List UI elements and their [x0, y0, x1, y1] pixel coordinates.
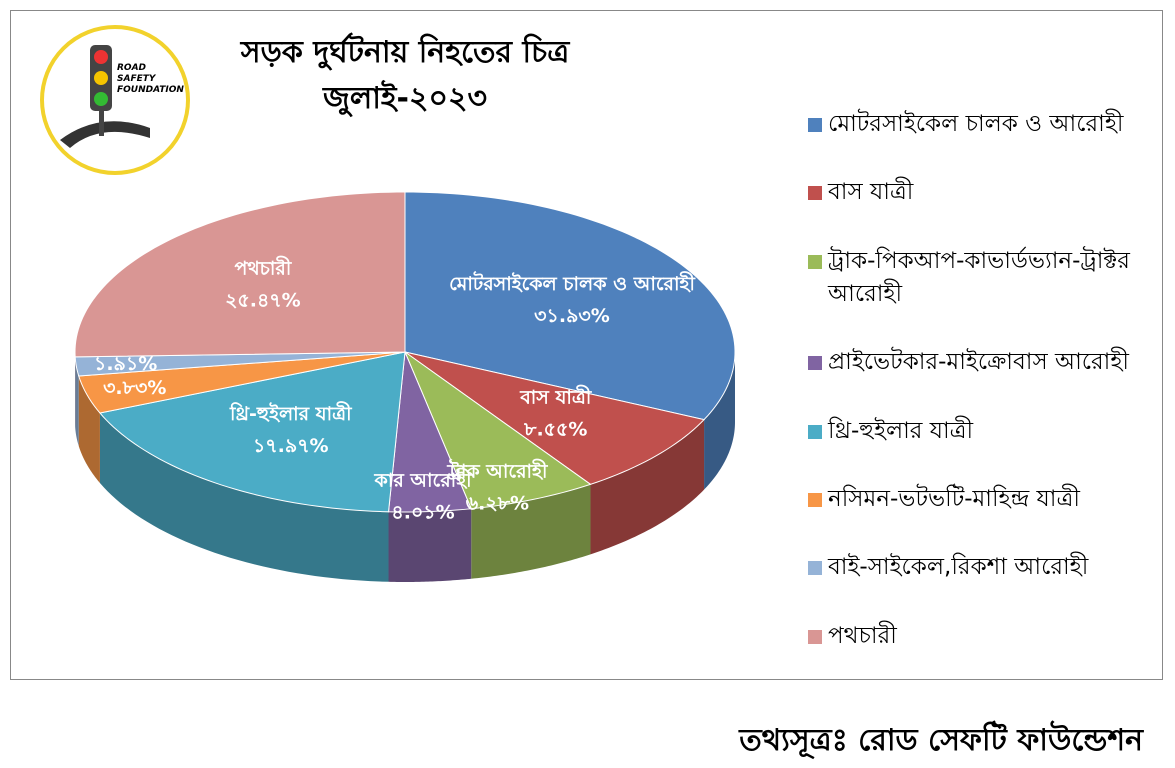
legend-label: প্রাইভেটকার-মাইক্রোবাস আরোহী [828, 349, 1130, 376]
logo-yellow [94, 71, 108, 85]
slice-side [78, 375, 100, 484]
pie-slice [78, 351, 406, 414]
slice-label: মোটরসাইকেল চালক ও আরোহী [449, 271, 696, 295]
legend-item: প্রাইভেটকার-মাইক্রোবাস আরোহী [808, 346, 1153, 379]
slice-value-label: ৪.০১% [391, 501, 454, 523]
logo-road [60, 121, 150, 148]
slice-value-label: ১.৯১% [94, 353, 157, 375]
logo-ring [40, 25, 190, 175]
pie-slice [404, 351, 706, 485]
slice-label: থ্রি-হুইলার যাত্রী [229, 401, 353, 425]
legend-label: বাস যাত্রী [828, 179, 914, 206]
source-note: তথ্যসূত্রঃ রোড সেফটি ফাউন্ডেশন [739, 723, 1143, 758]
pie-slice [387, 351, 472, 513]
legend: মোটরসাইকেল চালক ও আরোহী বাস যাত্রী ট্রাক-প… [808, 108, 1153, 653]
legend-item: পথচারী [808, 620, 1153, 653]
pie-slice [403, 350, 592, 510]
legend-swatch [808, 254, 822, 269]
slice-value-label: ২৫.৪৭% [225, 290, 301, 312]
legend-swatch [808, 356, 822, 371]
legend-label: ট্রাক-পিকআপ-কাভার্ডভ্যান-ট্রাক্টর আরোহী [828, 247, 1130, 307]
slice-label: কার আরোহী [374, 467, 474, 491]
legend-label: থ্রি-হুইলার যাত্রী [828, 417, 974, 444]
legend-label: বাই-সাইকেল,রিকশা আরোহী [828, 554, 1089, 581]
logo-text: SAFETY [117, 74, 157, 84]
legend-item: থ্রি-হুইলার যাত্রী [808, 415, 1153, 448]
pie-slice [404, 191, 736, 421]
slice-value-label: ৬.২৮% [466, 493, 529, 515]
slice-label: পথচারী [234, 256, 292, 280]
legend-swatch [808, 186, 822, 201]
logo-green [94, 92, 108, 106]
chart-subtitle: জুলাই-২০২৩ [322, 80, 487, 117]
slice-side [99, 413, 389, 582]
slice-label: ট্রাক আরোহী [446, 459, 549, 483]
slice-side [704, 352, 735, 490]
slice-value-label: ১৭.৯৭% [253, 435, 329, 457]
logo: ROAD SAFETY FOUNDATION [40, 25, 190, 175]
slice-side [388, 508, 472, 582]
logo-red [94, 50, 108, 64]
pie-slice [74, 351, 406, 377]
legend-swatch [808, 629, 822, 644]
legend-swatch [808, 118, 822, 132]
legend-label: পথচারী [828, 622, 897, 649]
legend-item: বাস যাত্রী [808, 176, 1153, 209]
slice-value-label: ৩.৮৩% [103, 377, 166, 399]
legend-item: মোটরসাইকেল চালক ও আরোহী [808, 108, 1153, 141]
legend-label: মোটরসাইকেল চালক ও আরোহী [828, 111, 1124, 137]
legend-swatch [808, 561, 822, 576]
slice-value-label: ৩১.৯৩% [534, 305, 610, 327]
slice-side [75, 356, 79, 446]
legend-item: বাই-সাইকেল,রিকশা আরোহী [808, 551, 1153, 584]
chart-title: সড়ক দুর্ঘটনায় নিহতের চিত্র [240, 32, 571, 71]
slice-side [471, 484, 591, 579]
slice-side [590, 419, 705, 555]
slice-value-label: ৮.৫৫% [523, 419, 587, 441]
legend-item: নসিমন-ভটভটি-মাহিন্দ্র যাত্রী [808, 483, 1153, 516]
logo-text: ROAD [117, 63, 147, 73]
logo-pole [99, 111, 104, 136]
slice-label: বাস যাত্রী [519, 385, 593, 409]
legend-swatch [808, 424, 822, 439]
legend-label: নসিমন-ভটভটি-মাহিন্দ্র যাত্রী [828, 485, 1080, 512]
legend-item: ট্রাক-পিকআপ-কাভার্ডভ্যান-ট্রাক্টর আরোহী [808, 245, 1153, 312]
legend-swatch [808, 492, 822, 507]
pie-slice [98, 351, 406, 513]
logo-text: FOUNDATION [117, 85, 184, 95]
pie-slice [74, 191, 406, 358]
chart-frame [10, 10, 1163, 680]
